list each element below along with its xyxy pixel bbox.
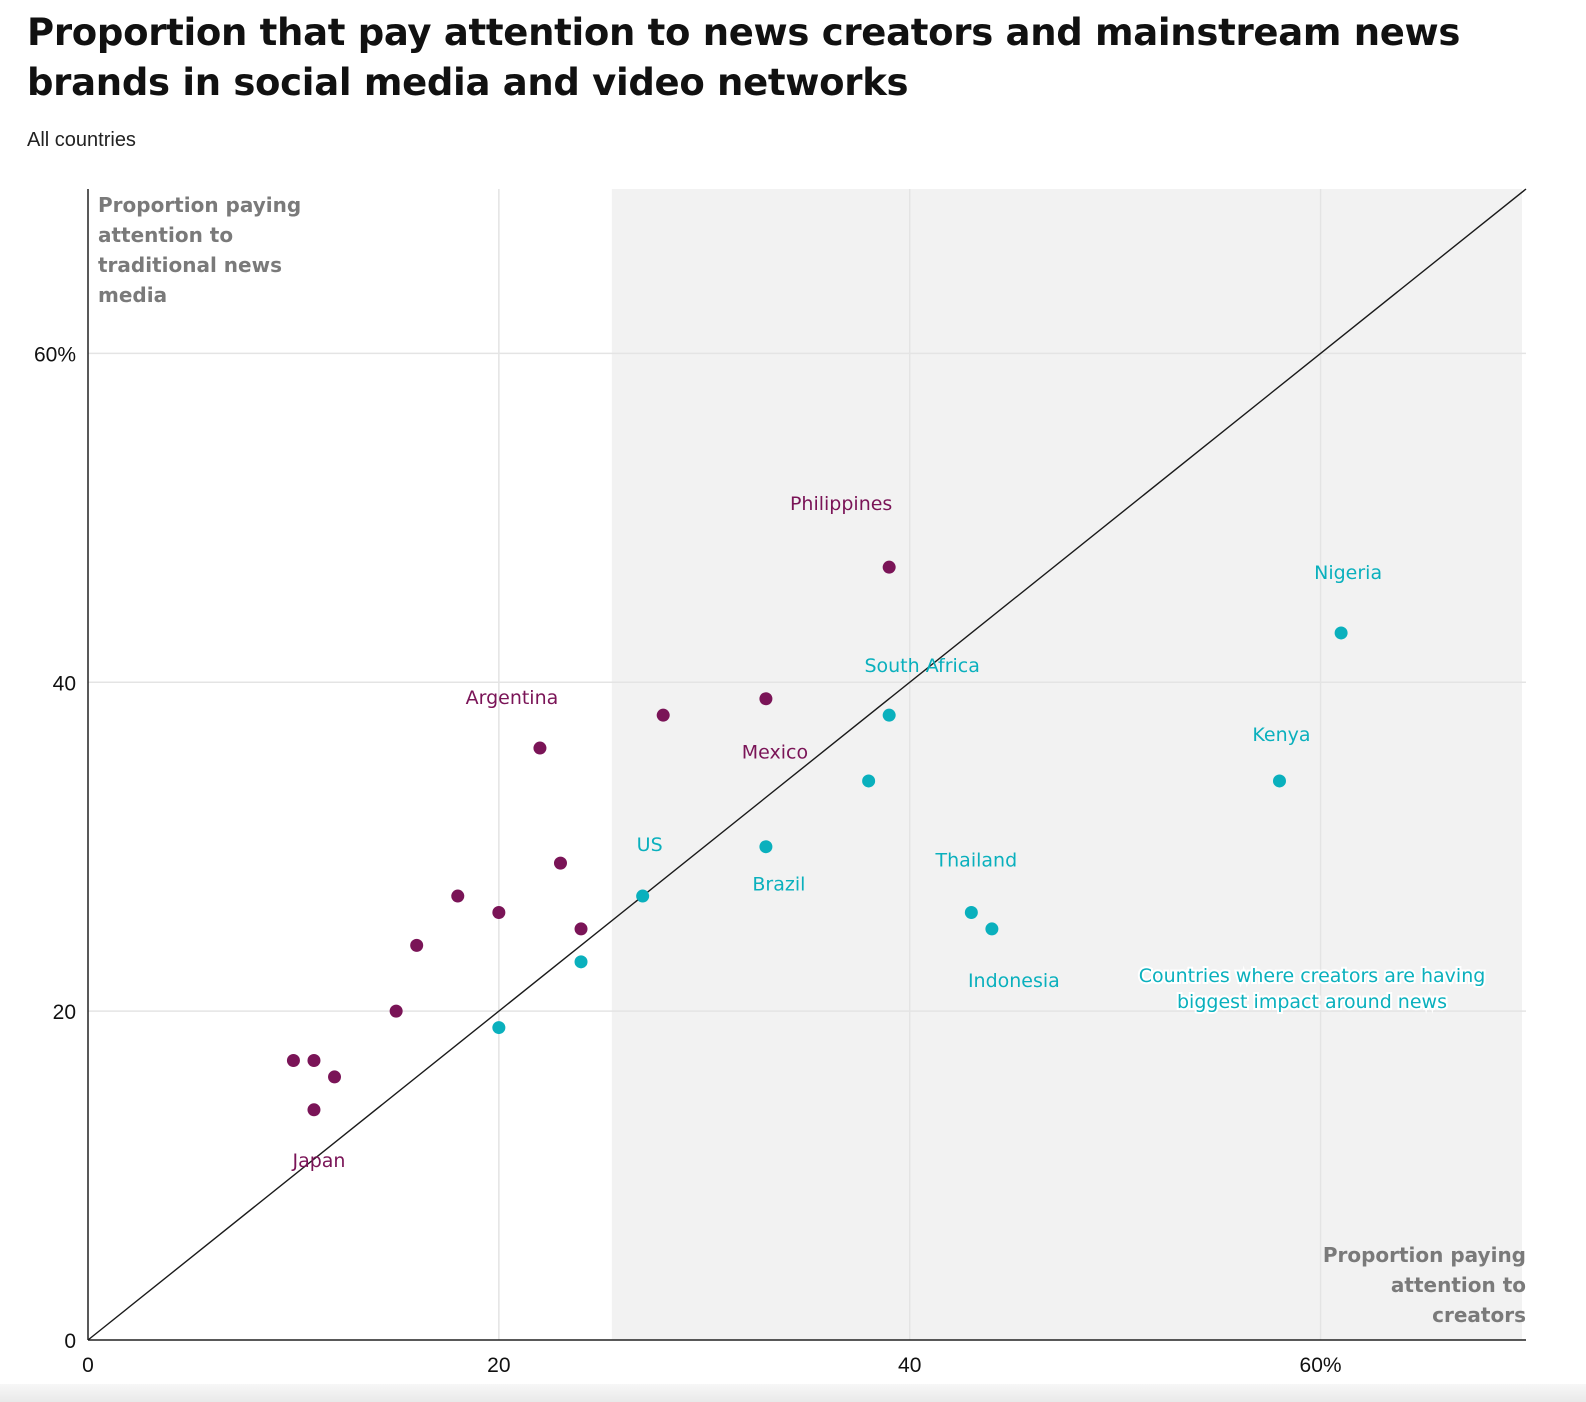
data-point [759, 840, 773, 854]
creators-impact-annotation: Countries where creators are having [1139, 965, 1486, 987]
data-point-label: Mexico [742, 742, 808, 764]
y-tick-label: 0 [64, 1330, 76, 1353]
data-point [389, 1004, 403, 1018]
data-point [759, 692, 773, 706]
y-tick-label: 40 [53, 672, 76, 695]
data-point [574, 955, 588, 969]
y-axis-title-line: media [98, 283, 167, 307]
data-point [328, 1070, 342, 1084]
data-point [451, 889, 465, 903]
data-point-label: Kenya [1252, 724, 1310, 746]
x-tick-label: 0 [82, 1354, 94, 1377]
data-point [656, 708, 670, 722]
data-point [1272, 774, 1286, 788]
data-point [574, 922, 588, 936]
chart-subtitle: All countries [27, 129, 136, 151]
data-point [964, 905, 978, 919]
data-point [492, 905, 506, 919]
data-point-label: Nigeria [1314, 562, 1382, 584]
data-point [492, 1021, 506, 1035]
chart-title: Proportion that pay attention to news cr… [27, 11, 1461, 104]
data-point [307, 1103, 321, 1117]
data-point-label: Argentina [466, 687, 559, 709]
data-point [882, 560, 896, 574]
y-axis-title-line: Proportion paying [98, 193, 301, 217]
data-point-label: Brazil [752, 874, 805, 896]
data-point [286, 1053, 300, 1067]
x-axis-title-line: attention to [1391, 1273, 1526, 1297]
data-point [862, 774, 876, 788]
x-tick-label: 20 [487, 1354, 510, 1377]
data-point-label: US [637, 834, 663, 856]
x-tick-label: 40 [898, 1354, 921, 1377]
data-point [636, 889, 650, 903]
parity-reference-line [87, 188, 1527, 1341]
data-point-label: Philippines [790, 493, 892, 515]
data-point-label: South Africa [864, 655, 979, 677]
y-tick-label: 60% [34, 343, 76, 366]
creator-impact-region [611, 189, 1522, 1340]
data-point [410, 938, 424, 952]
data-point [1334, 626, 1348, 640]
data-point [553, 856, 567, 870]
y-axis-title-line: attention to [98, 223, 233, 247]
x-tick-label: 60% [1300, 1354, 1342, 1377]
data-point-label: Japan [291, 1150, 345, 1172]
data-point-label: Indonesia [968, 970, 1060, 992]
y-axis-title-line: traditional news [98, 253, 282, 277]
data-point [882, 708, 896, 722]
data-point [533, 741, 547, 755]
x-axis-title-line: Proportion paying [1323, 1243, 1526, 1267]
creators-impact-annotation: biggest impact around news [1177, 991, 1447, 1013]
data-point [307, 1053, 321, 1067]
bottom-edge [0, 1384, 1586, 1402]
data-point-label: Thailand [935, 849, 1018, 871]
y-tick-label: 20 [53, 1001, 76, 1024]
x-axis-title-line: creators [1432, 1303, 1526, 1327]
data-point [985, 922, 999, 936]
